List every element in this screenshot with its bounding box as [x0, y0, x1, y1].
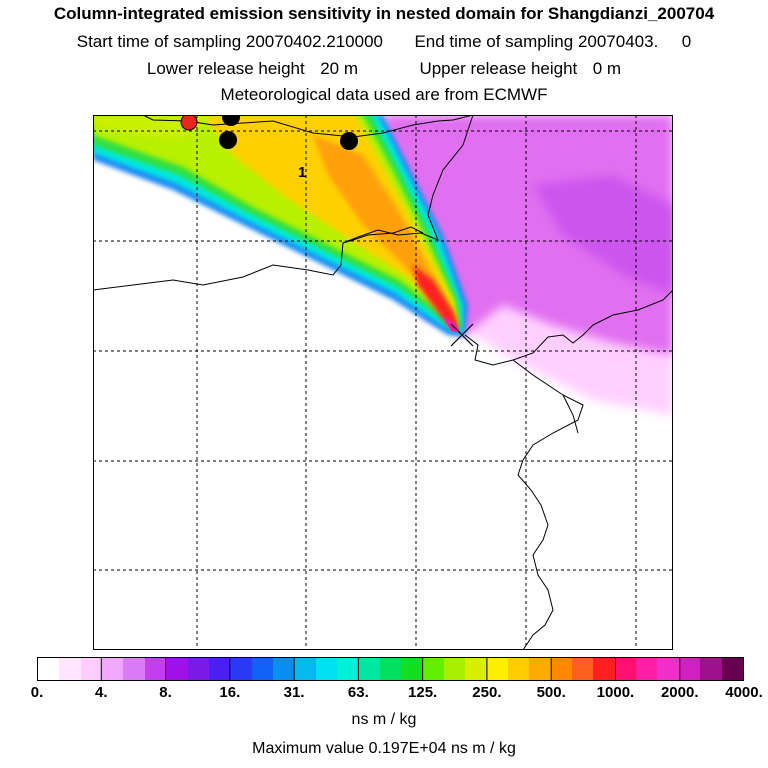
- black-point-3: [340, 132, 358, 150]
- colorbar-segment: [614, 658, 637, 680]
- colorbar-segment: [123, 658, 145, 680]
- colorbar-segment: [486, 658, 508, 680]
- receptor-x-marker: [450, 323, 474, 347]
- release-height-line: Lower release height 20 m Upper release …: [0, 59, 768, 79]
- colorbar-segment: [187, 658, 209, 680]
- maximum-value-line: Maximum value 0.197E+04 ns m / kg: [0, 740, 768, 758]
- end-time-value: 20070403.: [577, 32, 659, 51]
- plume-core-red: [413, 265, 459, 330]
- colorbar-segment: [507, 658, 530, 680]
- colorbar-tick-label: 250.: [472, 684, 502, 701]
- colorbar-segment: [166, 658, 188, 680]
- sampling-time-line: Start time of sampling 20070402.210000 E…: [0, 32, 768, 52]
- colorbar-segment: [59, 658, 81, 680]
- korea-coast: [512, 359, 584, 650]
- black-point-2: [219, 131, 237, 149]
- start-time-label: Start time of sampling: [76, 32, 242, 51]
- colorbar-segment: [208, 658, 231, 680]
- colorbar-segment: [294, 658, 316, 680]
- colorbar-tick-label: 0.: [30, 684, 44, 701]
- colorbar-segment: [272, 658, 295, 680]
- colorbar-segment: [80, 658, 103, 680]
- colorbar-tick-label: 4000.: [725, 684, 763, 701]
- colorbar-tick-label: 16.: [219, 684, 241, 701]
- colorbar-segment: [102, 658, 124, 680]
- colorbar-segment: [636, 658, 658, 680]
- sensitivity-map: 1: [93, 115, 673, 650]
- colorbar-tick-label: 125.: [408, 684, 438, 701]
- colorbar-segment: [593, 658, 615, 680]
- max-value-units: ns m / kg: [450, 740, 516, 757]
- lat-lon-grid: [93, 115, 673, 650]
- map-frame: [93, 115, 673, 650]
- colorbar-segment: [144, 658, 167, 680]
- colorbar-tick-label: 1000.: [596, 684, 635, 701]
- colorbar-tick-label: 4.: [95, 684, 108, 701]
- max-value: 0.197E+04: [368, 740, 447, 757]
- end-time-label: End time of sampling: [414, 32, 574, 51]
- colorbar-segment: [529, 658, 551, 680]
- colorbar-segment: [251, 658, 273, 680]
- lower-height-value: 20 m: [320, 59, 358, 78]
- colorbar-segment: [465, 658, 487, 680]
- colorbar-segment: [571, 658, 594, 680]
- colorbar-segment: [315, 658, 338, 680]
- upper-height-value: 0 m: [592, 59, 622, 78]
- colorbar-segment: [657, 658, 679, 680]
- colorbar-segment: [721, 658, 743, 680]
- colorbar-segment: [550, 658, 572, 680]
- upper-height-label: Upper release height: [419, 59, 578, 78]
- colorbar-segment: [401, 658, 423, 680]
- start-time-value: 20070402.210000: [245, 32, 383, 51]
- colorbar-units: ns m / kg: [351, 711, 417, 728]
- met-data-line: Meteorological data used are from ECMWF: [220, 85, 548, 104]
- colorbar-tick-label: 8.: [159, 684, 172, 701]
- sensitivity-zone-purple-patch: [533, 175, 673, 295]
- colorbar-segment: [443, 658, 466, 680]
- plume-label-1: 1: [298, 164, 306, 181]
- inner-border: [93, 115, 474, 291]
- plume-core-magenta: [443, 315, 461, 333]
- colorbar-segment: [678, 658, 701, 680]
- max-value-label: Maximum value: [252, 740, 365, 757]
- colorbar-segment: [422, 658, 444, 680]
- lower-height-label: Lower release height: [146, 59, 305, 78]
- colorbar-tick-label: 63.: [347, 684, 369, 701]
- colorbar-segment: [358, 658, 380, 680]
- colorbar-segment: [337, 658, 359, 680]
- red-point: [180, 115, 198, 131]
- colorbar: [37, 657, 744, 681]
- colorbar-segment: [700, 658, 722, 680]
- black-point-1: [222, 115, 240, 126]
- east-coast: [464, 289, 673, 366]
- colorbar-tick-label: 500.: [536, 684, 566, 701]
- colorbar-tick-label: 2000.: [660, 684, 699, 701]
- plume-core-yellow: [203, 115, 457, 325]
- end-time-suffix: 0: [681, 32, 692, 51]
- korea-east-coast: [562, 394, 579, 434]
- colorbar-segment: [230, 658, 252, 680]
- colorbar-tick-label: 31.: [283, 684, 305, 701]
- map-title: Column-integrated emission sensitivity i…: [53, 4, 715, 23]
- colorbar-segment: [38, 658, 60, 680]
- colorbar-segment: [379, 658, 402, 680]
